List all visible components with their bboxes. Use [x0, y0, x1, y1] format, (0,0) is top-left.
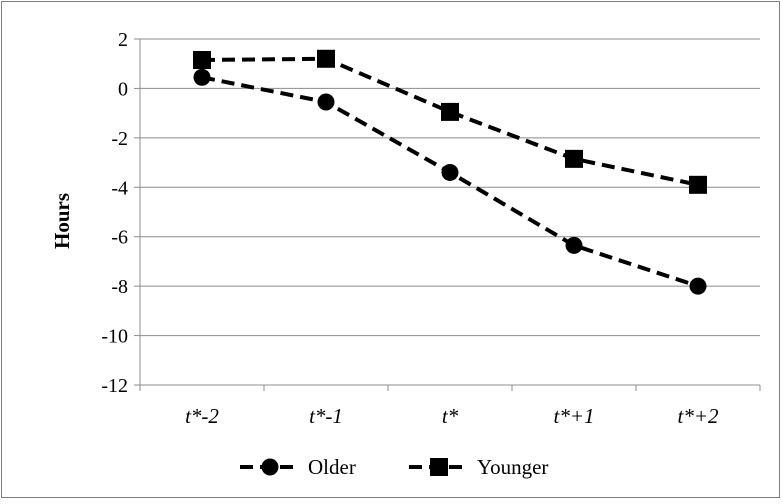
legend-marker-square: [430, 458, 448, 476]
x-tick-label: t*+2: [677, 404, 719, 428]
legend-marker-circle: [261, 458, 279, 476]
y-tick-labels: 2 0 -2 -4 -6 -8 -10 -12: [101, 29, 128, 397]
y-tick-label: -2: [111, 128, 128, 150]
x-tick-labels: t*-2 t*-1 t* t*+1 t*+2: [185, 404, 719, 428]
series-younger: [193, 49, 707, 194]
data-point-square: [689, 175, 707, 194]
x-tick-label: t*-1: [309, 404, 343, 428]
legend-item-older: Older: [240, 455, 356, 479]
x-tick-label: t*-2: [185, 404, 219, 428]
x-tick-label: t*+1: [553, 404, 594, 428]
data-point-circle: [193, 68, 211, 86]
y-tick-label: 0: [118, 78, 128, 100]
y-tick-label: -12: [101, 375, 128, 397]
gridlines: [140, 38, 760, 337]
data-point-circle: [441, 163, 459, 181]
legend-label: Younger: [477, 455, 548, 479]
y-tick-label: -8: [111, 276, 128, 298]
y-tick-label: 2: [118, 29, 128, 51]
data-point-square: [317, 49, 335, 68]
data-point-square: [441, 102, 459, 121]
series: [193, 49, 707, 295]
data-point-circle: [317, 93, 335, 111]
legend-item-younger: Younger: [409, 455, 548, 479]
x-tick-label: t*: [442, 404, 459, 428]
series-older: [193, 68, 707, 295]
data-point-circle: [565, 236, 583, 254]
axes: [134, 38, 761, 391]
data-point-circle: [689, 277, 707, 295]
y-tick-label: -4: [111, 177, 128, 199]
data-point-square: [193, 51, 211, 70]
data-point-square: [565, 149, 583, 168]
y-tick-label: -6: [111, 227, 128, 249]
y-tick-label: -10: [101, 326, 128, 348]
series-line: [201, 56, 699, 187]
legend-label: Older: [308, 455, 356, 479]
y-axis-label: Hours: [50, 193, 74, 249]
legend: Older Younger: [240, 455, 548, 479]
